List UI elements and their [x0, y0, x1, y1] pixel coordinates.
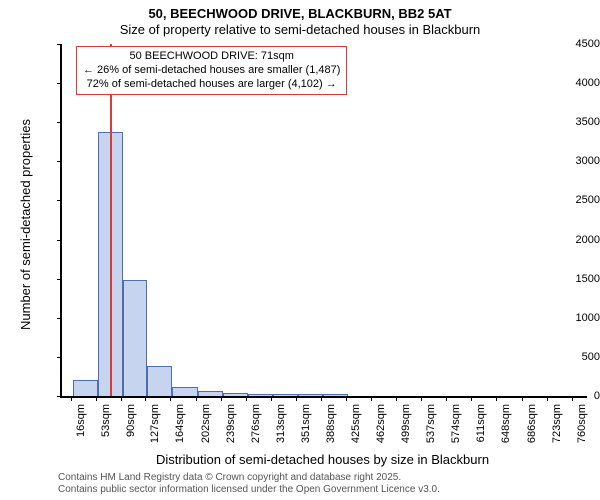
plot-area	[60, 44, 587, 398]
y-tick-mark	[57, 83, 62, 84]
title-line2: Size of property relative to semi-detach…	[0, 22, 600, 37]
x-tick-label: 53sqm	[100, 404, 112, 437]
chart-container: 50, BEECHWOOD DRIVE, BLACKBURN, BB2 5AT …	[0, 0, 600, 500]
x-tick-mark	[371, 396, 372, 401]
x-tick-mark	[421, 396, 422, 401]
x-tick-label: 686sqm	[526, 404, 538, 443]
x-tick-mark	[346, 396, 347, 401]
x-tick-label: 351sqm	[300, 404, 312, 443]
x-tick-mark	[271, 396, 272, 401]
x-tick-mark	[121, 396, 122, 401]
x-tick-mark	[446, 396, 447, 401]
property-marker-line	[110, 44, 112, 396]
footer-line1: Contains HM Land Registry data © Crown c…	[58, 472, 401, 483]
y-tick-mark	[57, 396, 62, 397]
x-tick-label: 388sqm	[325, 404, 337, 443]
histogram-bar	[323, 394, 348, 396]
x-tick-label: 16sqm	[75, 404, 87, 437]
histogram-bar	[172, 387, 198, 396]
x-tick-label: 611sqm	[475, 404, 487, 442]
title-line1: 50, BEECHWOOD DRIVE, BLACKBURN, BB2 5AT	[0, 6, 600, 21]
x-tick-label: 127sqm	[149, 404, 161, 443]
y-tick-mark	[57, 122, 62, 123]
y-tick-mark	[57, 357, 62, 358]
histogram-bar	[123, 280, 148, 396]
x-tick-mark	[246, 396, 247, 401]
x-tick-mark	[471, 396, 472, 401]
x-tick-mark	[572, 396, 573, 401]
x-tick-mark	[296, 396, 297, 401]
y-tick-mark	[57, 200, 62, 201]
histogram-bar	[147, 366, 172, 396]
x-tick-label: 276sqm	[250, 404, 262, 443]
y-tick-mark	[57, 318, 62, 319]
y-tick-mark	[57, 161, 62, 162]
callout-line2: ← 26% of semi-detached houses are smalle…	[83, 64, 340, 78]
x-tick-mark	[196, 396, 197, 401]
x-tick-mark	[321, 396, 322, 401]
y-axis-label: Number of semi-detached properties	[18, 119, 33, 330]
x-tick-label: 537sqm	[425, 404, 437, 443]
x-tick-label: 425sqm	[350, 404, 362, 443]
x-tick-label: 462sqm	[375, 404, 387, 443]
x-tick-label: 648sqm	[500, 404, 512, 443]
x-tick-label: 164sqm	[174, 404, 186, 443]
x-tick-label: 499sqm	[400, 404, 412, 443]
callout-box: 50 BEECHWOOD DRIVE: 71sqm ← 26% of semi-…	[76, 46, 347, 95]
x-tick-label: 723sqm	[551, 404, 563, 443]
x-tick-mark	[396, 396, 397, 401]
y-tick-mark	[57, 279, 62, 280]
histogram-bar	[73, 380, 98, 396]
x-tick-label: 90sqm	[125, 404, 137, 437]
histogram-bar	[298, 394, 323, 396]
x-tick-label: 239sqm	[225, 404, 237, 443]
x-tick-mark	[221, 396, 222, 401]
x-tick-label: 202sqm	[200, 404, 212, 443]
x-tick-mark	[547, 396, 548, 401]
y-tick-mark	[57, 44, 62, 45]
histogram-bar	[223, 393, 248, 396]
callout-line3: 72% of semi-detached houses are larger (…	[83, 78, 340, 92]
x-tick-label: 574sqm	[450, 404, 462, 443]
footer-line2: Contains public sector information licen…	[58, 484, 440, 495]
x-axis-label: Distribution of semi-detached houses by …	[60, 452, 585, 467]
x-tick-mark	[496, 396, 497, 401]
x-tick-mark	[71, 396, 72, 401]
y-tick-mark	[57, 240, 62, 241]
histogram-bar	[248, 394, 273, 396]
x-tick-mark	[96, 396, 97, 401]
callout-line1: 50 BEECHWOOD DRIVE: 71sqm	[83, 50, 340, 64]
histogram-bar	[198, 391, 223, 396]
histogram-bar	[273, 394, 299, 396]
x-tick-label: 760sqm	[576, 404, 588, 443]
x-tick-mark	[145, 396, 146, 401]
x-tick-mark	[522, 396, 523, 401]
x-tick-label: 313sqm	[275, 404, 287, 443]
x-tick-mark	[170, 396, 171, 401]
